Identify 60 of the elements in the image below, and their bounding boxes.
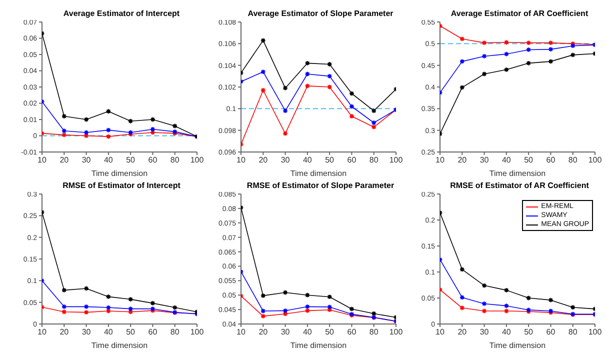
x-tick-label: 60 xyxy=(546,156,556,165)
x-tick-label: 100 xyxy=(190,328,204,337)
x-tick-label: 20 xyxy=(458,328,468,337)
x-tick-label: 100 xyxy=(190,156,204,165)
x-tick-label: 80 xyxy=(170,328,180,337)
x-tick-label: 80 xyxy=(369,328,379,337)
x-tick-label: 30 xyxy=(480,328,490,337)
x-tick-label: 40 xyxy=(502,156,512,165)
chart-title: Average Estimator of Slope Parameter xyxy=(246,8,394,20)
x-tick-label: 20 xyxy=(60,156,70,165)
x-tick-label: 30 xyxy=(280,156,290,165)
x-tick-label: 100 xyxy=(588,156,602,165)
x-tick-label: 20 xyxy=(258,156,268,165)
x-tick-label: 20 xyxy=(258,328,268,337)
x-axis-title: Time dimension xyxy=(489,341,546,350)
chart-title: RMSE of Estimator of Slope Parameter xyxy=(246,180,396,192)
x-tick-label: 60 xyxy=(546,328,556,337)
x-tick-label: 40 xyxy=(104,328,114,337)
x-axis-title: Time dimension xyxy=(91,341,148,350)
x-tick-label: 60 xyxy=(148,328,158,337)
x-tick-label: 30 xyxy=(280,328,290,337)
x-tick-label: 100 xyxy=(389,156,404,165)
x-tick-label: 100 xyxy=(588,328,602,337)
x-tick-label: 10 xyxy=(436,328,445,337)
x-axis-title: Time dimension xyxy=(489,169,546,178)
x-tick-label: 40 xyxy=(104,156,114,165)
x-tick-label: 20 xyxy=(60,328,70,337)
x-tick-label: 10 xyxy=(38,156,47,165)
x-tick-label: 60 xyxy=(148,156,158,165)
x-tick-label: 80 xyxy=(170,156,180,165)
x-tick-label: 80 xyxy=(369,156,379,165)
x-axis-title: Time dimension xyxy=(91,169,148,178)
chart-title: RMSE of Estimator of Intercept xyxy=(62,180,182,192)
x-axis-title: Time dimension xyxy=(290,341,347,350)
x-tick-label: 30 xyxy=(82,156,92,165)
x-tick-label: 60 xyxy=(347,156,357,165)
x-tick-label: 50 xyxy=(325,156,335,165)
x-tick-label: 80 xyxy=(568,328,578,337)
x-tick-label: 20 xyxy=(458,156,468,165)
x-tick-label: 10 xyxy=(236,328,246,337)
x-tick-label: 50 xyxy=(524,328,534,337)
x-tick-label: 80 xyxy=(568,156,578,165)
x-tick-label: 40 xyxy=(502,328,512,337)
x-tick-label: 40 xyxy=(302,328,312,337)
chart-title: Average Estimator of AR Coefficient xyxy=(450,8,590,20)
x-tick-label: 50 xyxy=(524,156,534,165)
x-tick-label: 50 xyxy=(325,328,335,337)
chart-title: RMSE of Estimator of AR Coefficient xyxy=(449,180,590,192)
x-tick-label: 30 xyxy=(480,156,490,165)
x-tick-label: 10 xyxy=(436,156,445,165)
x-tick-label: 50 xyxy=(126,156,136,165)
x-tick-label: 10 xyxy=(38,328,47,337)
x-tick-label: 40 xyxy=(302,156,312,165)
x-axis-title: Time dimension xyxy=(290,169,347,178)
x-tick-label: 60 xyxy=(347,328,357,337)
x-tick-label: 50 xyxy=(126,328,136,337)
x-tick-label: 30 xyxy=(82,328,92,337)
chart-title: Average Estimator of Intercept xyxy=(62,8,181,20)
x-tick-label: 100 xyxy=(389,328,404,337)
x-tick-label: 10 xyxy=(236,156,246,165)
